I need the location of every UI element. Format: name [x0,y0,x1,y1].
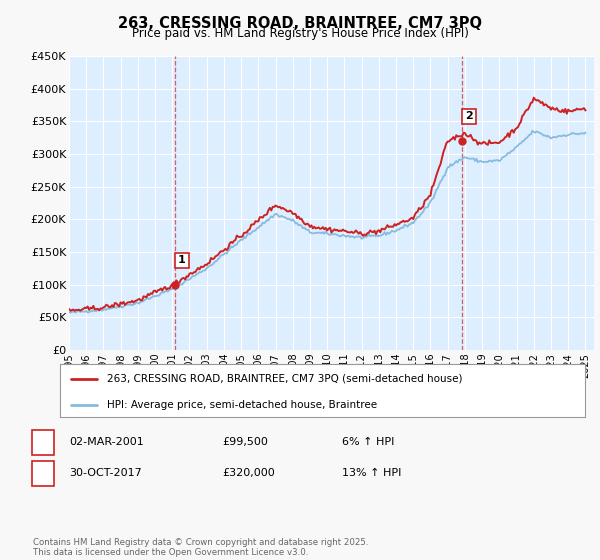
Text: 1: 1 [39,437,47,447]
Text: 263, CRESSING ROAD, BRAINTREE, CM7 3PQ: 263, CRESSING ROAD, BRAINTREE, CM7 3PQ [118,16,482,31]
Text: 30-OCT-2017: 30-OCT-2017 [69,468,142,478]
Text: 2: 2 [39,468,47,478]
Text: 2: 2 [465,111,473,122]
Text: Contains HM Land Registry data © Crown copyright and database right 2025.
This d: Contains HM Land Registry data © Crown c… [33,538,368,557]
Text: 6% ↑ HPI: 6% ↑ HPI [342,437,394,447]
Text: £320,000: £320,000 [222,468,275,478]
Text: 02-MAR-2001: 02-MAR-2001 [69,437,144,447]
Text: £99,500: £99,500 [222,437,268,447]
Text: 1: 1 [178,255,186,265]
Text: 263, CRESSING ROAD, BRAINTREE, CM7 3PQ (semi-detached house): 263, CRESSING ROAD, BRAINTREE, CM7 3PQ (… [107,374,463,384]
Text: HPI: Average price, semi-detached house, Braintree: HPI: Average price, semi-detached house,… [107,400,377,410]
Text: 13% ↑ HPI: 13% ↑ HPI [342,468,401,478]
Text: Price paid vs. HM Land Registry's House Price Index (HPI): Price paid vs. HM Land Registry's House … [131,27,469,40]
